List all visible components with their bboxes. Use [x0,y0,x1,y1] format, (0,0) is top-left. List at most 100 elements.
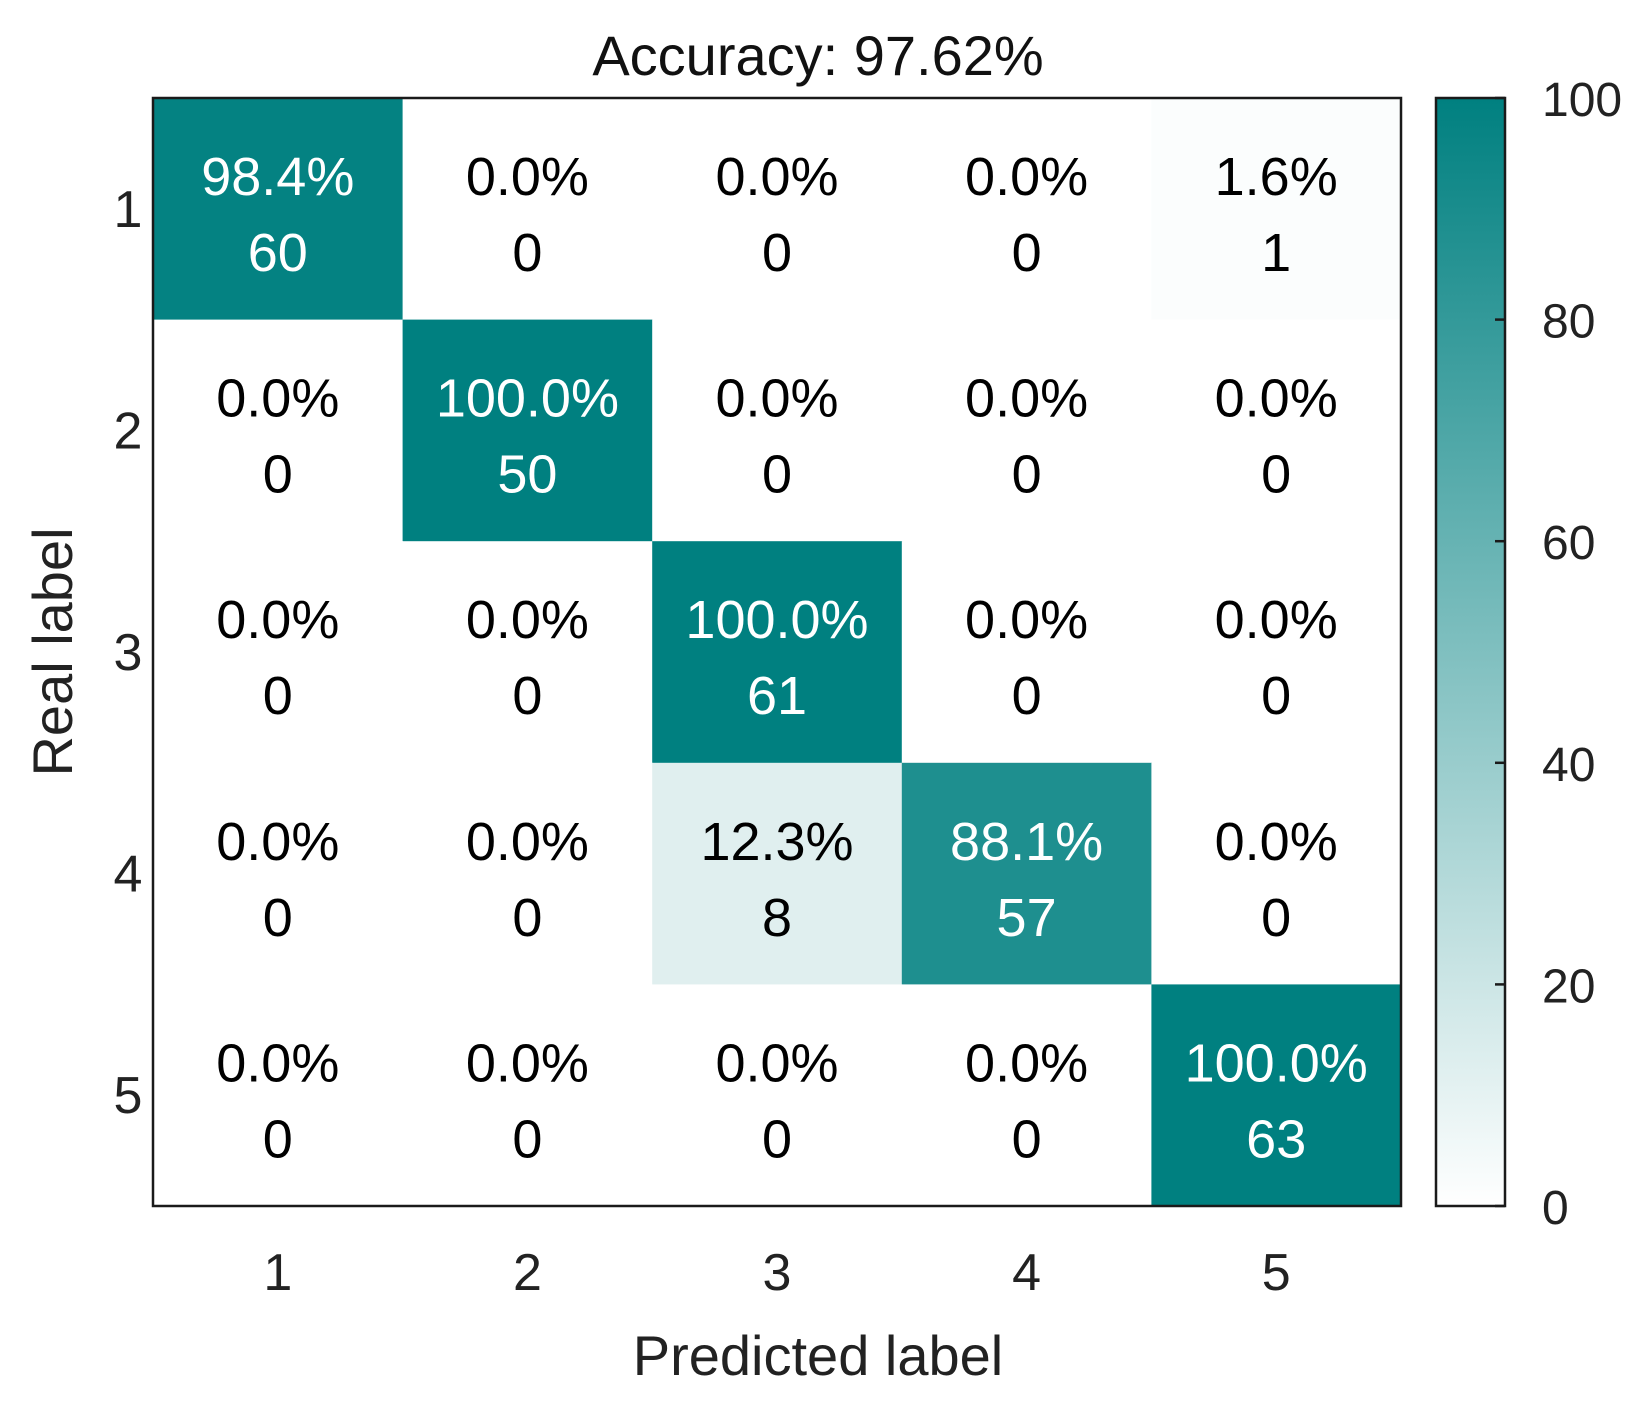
x-tick-label: 2 [513,1244,542,1302]
cell-count-label: 0 [1261,666,1291,726]
cell-percent-label: 0.0% [1215,812,1338,872]
heatmap-cell [901,98,1152,321]
y-tick-label: 2 [114,402,143,460]
cell-count-label: 0 [762,1109,792,1169]
cell-percent-label: 0.0% [715,1033,838,1093]
cell-percent-label: 98.4% [201,147,354,207]
cell-percent-label: 0.0% [1215,590,1338,650]
heatmap-cell [652,319,903,542]
x-tick-label: 1 [263,1244,292,1302]
cell-percent-label: 0.0% [466,812,589,872]
heatmap-cell [153,762,404,985]
heatmap-cell [901,541,1152,764]
cell-count-label: 57 [997,888,1057,948]
heatmap-cell [652,541,903,764]
heatmap-cell [1151,541,1402,764]
y-tick-label: 4 [114,846,143,904]
cell-percent-label: 0.0% [715,369,838,429]
cell-count-label: 0 [263,445,293,505]
cell-percent-label: 100.0% [1185,1033,1368,1093]
heatmap-cell [402,541,653,764]
heatmap-cell [402,98,653,321]
cell-percent-label: 88.1% [950,812,1103,872]
heatmap-cell [402,319,653,542]
heatmap-cell [153,541,404,764]
cell-count-label: 0 [263,888,293,948]
colorbar-ticks: 0 20 40 60 80 100 [1495,74,1622,1235]
cell-percent-label: 0.0% [1215,369,1338,429]
cell-percent-label: 0.0% [965,590,1088,650]
cell-count-label: 0 [263,666,293,726]
x-axis-label: Predicted label [633,1324,1003,1387]
x-tick-label: 4 [1012,1244,1041,1302]
colorbar-tick-label: 80 [1542,296,1595,349]
y-axis-ticks: 1 2 3 4 5 [114,181,143,1125]
heatmap-cell [901,319,1152,542]
cell-count-label: 0 [512,223,542,283]
cell-count-label: 61 [747,666,807,726]
heatmap-cell [652,984,903,1207]
heatmap-cell [1151,762,1402,985]
cell-count-label: 0 [1012,223,1042,283]
colorbar-tick-label: 20 [1542,960,1595,1013]
heatmap-cell [1151,984,1402,1207]
cell-percent-label: 100.0% [436,369,619,429]
cell-count-label: 0 [762,445,792,505]
heatmap-cell [652,98,903,321]
heatmap-cell [901,984,1152,1207]
cell-count-label: 50 [497,445,557,505]
cell-count-label: 0 [512,888,542,948]
cell-percent-label: 0.0% [216,812,339,872]
cell-labels: 98.4% 60 0.0% 0 0.0% 0 0.0% 0 1.6% 1 0.0% 0 100.0% 50… [201,147,1368,1169]
heatmap-cell [402,984,653,1207]
cell-percent-label: 0.0% [216,369,339,429]
plot-frame [151,96,1403,1208]
cell-percent-label: 0.0% [965,369,1088,429]
cell-count-label: 0 [1012,445,1042,505]
cell-count-label: 0 [512,1109,542,1169]
cell-percent-label: 0.0% [466,147,589,207]
cell-count-label: 0 [1261,888,1291,948]
heatmap-cell [1151,98,1402,321]
cell-percent-label: 0.0% [216,590,339,650]
cell-count-label: 63 [1246,1109,1306,1169]
cell-count-label: 0 [1012,1109,1042,1169]
cell-percent-label: 100.0% [685,590,868,650]
cell-count-label: 0 [1012,666,1042,726]
heatmap-cell [153,984,404,1207]
colorbar-tick-label: 60 [1542,517,1595,570]
heatmap-cells [153,98,1402,1207]
chart-title: Accuracy: 97.62% [592,24,1043,87]
y-tick-label: 5 [114,1067,143,1125]
heatmap-cell [652,762,903,985]
x-axis-ticks: 1 2 3 4 5 [263,1244,1290,1302]
y-tick-label: 3 [114,624,143,682]
y-axis-label: Real label [21,527,84,776]
y-tick-label: 1 [114,181,143,239]
colorbar-tick-label: 40 [1542,739,1595,792]
cell-percent-label: 0.0% [965,1033,1088,1093]
cell-percent-label: 0.0% [466,1033,589,1093]
colorbar [1434,96,1507,1208]
cell-percent-label: 0.0% [965,147,1088,207]
cell-percent-label: 0.0% [466,590,589,650]
colorbar-tick-label: 0 [1542,1182,1569,1235]
cell-count-label: 0 [512,666,542,726]
cell-count-label: 0 [1261,445,1291,505]
heatmap-cell [153,319,404,542]
colorbar-tick-label: 100 [1542,74,1622,127]
cell-count-label: 60 [248,223,308,283]
heatmap-cell [901,762,1152,985]
cell-count-label: 0 [762,223,792,283]
x-tick-label: 3 [763,1244,792,1302]
cell-count-label: 8 [762,888,792,948]
heatmap-cell [153,98,404,321]
cell-percent-label: 0.0% [715,147,838,207]
cell-percent-label: 12.3% [700,812,853,872]
cell-count-label: 0 [263,1109,293,1169]
x-tick-label: 5 [1262,1244,1291,1302]
heatmap-cell [1151,319,1402,542]
cell-percent-label: 1.6% [1215,147,1338,207]
